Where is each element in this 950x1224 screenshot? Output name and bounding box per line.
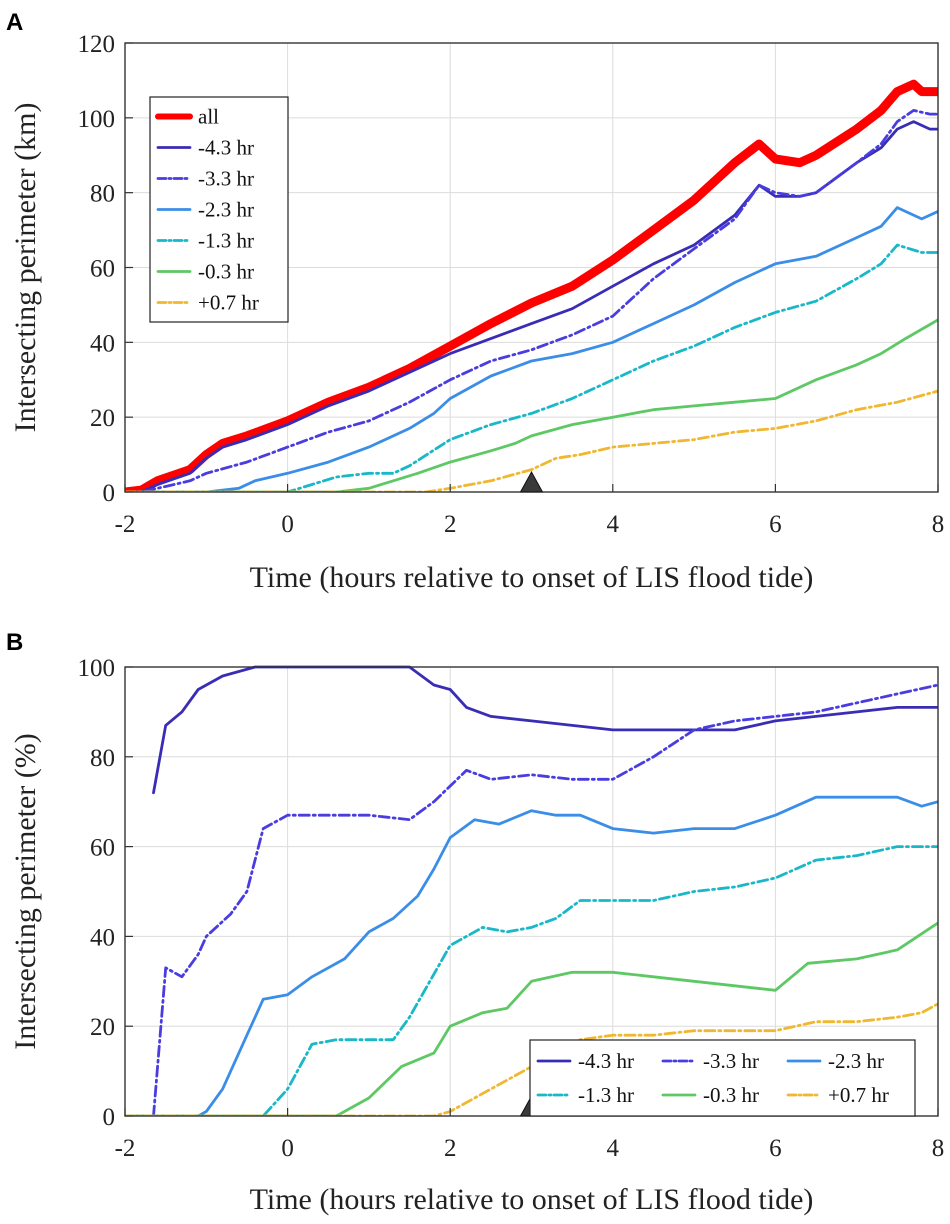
legend-label: -3.3 hr	[703, 1049, 759, 1073]
series-line-13hr	[125, 243, 938, 492]
legend-label: -1.3 hr	[198, 229, 254, 253]
series-line-23hr	[125, 206, 938, 492]
legend-box	[529, 1039, 916, 1117]
x-tick-label: 4	[607, 511, 620, 538]
y-tick-label: 0	[103, 1104, 116, 1131]
y-axis-label: Intersecting perimeter (km)	[9, 103, 42, 433]
x-tick-label: 4	[607, 1135, 620, 1162]
x-tick-label: 6	[769, 1135, 782, 1162]
y-tick-label: 100	[78, 106, 116, 133]
series-line-23hr	[125, 795, 938, 1116]
legend-label: -2.3 hr	[828, 1049, 884, 1073]
series-line-33hr	[152, 683, 938, 1116]
x-tick-label: -2	[115, 511, 136, 538]
panel-letter: B	[6, 629, 23, 656]
x-tick-label: 2	[444, 511, 457, 538]
x-axis-label: Time (hours relative to onset of LIS flo…	[250, 1183, 814, 1216]
y-tick-label: 20	[90, 405, 115, 432]
y-axis-label: Intersecting perimeter (%)	[9, 733, 42, 1050]
x-tick-label: 0	[281, 1135, 294, 1162]
series-line-43hr	[152, 665, 938, 795]
y-tick-label: 40	[90, 924, 115, 951]
series-line-03hr	[125, 318, 938, 492]
y-tick-label: 0	[103, 480, 116, 507]
x-tick-label: -2	[115, 1135, 136, 1162]
series-line-43hr	[125, 120, 938, 492]
legend-label: -4.3 hr	[578, 1049, 634, 1073]
series-line-03hr	[125, 921, 938, 1116]
y-tick-label: 20	[90, 1014, 115, 1041]
series-line-07hr	[125, 389, 938, 492]
legend-label: -0.3 hr	[703, 1083, 759, 1107]
legend-label: -0.3 hr	[198, 260, 254, 284]
series-group	[125, 79, 938, 492]
x-tick-label: 0	[281, 511, 294, 538]
y-tick-label: 60	[90, 835, 115, 862]
legend-label: +0.7 hr	[828, 1083, 889, 1107]
series-line-all	[125, 79, 938, 492]
x-tick-label: 8	[932, 511, 945, 538]
y-tick-label: 40	[90, 330, 115, 357]
legend-label: +0.7 hr	[198, 291, 259, 315]
legend-label: -2.3 hr	[198, 198, 254, 222]
y-tick-label: 120	[78, 31, 116, 58]
y-tick-label: 80	[90, 745, 115, 772]
panel-letter: A	[6, 9, 23, 36]
series-line-13hr	[125, 845, 938, 1116]
x-axis-label: Time (hours relative to onset of LIS flo…	[250, 561, 814, 594]
triangle-marker	[519, 470, 544, 493]
series-line-33hr	[125, 109, 938, 492]
x-tick-label: 2	[444, 1135, 457, 1162]
x-tick-label: 6	[769, 511, 782, 538]
legend-label: -4.3 hr	[198, 136, 254, 160]
legend-label: -3.3 hr	[198, 167, 254, 191]
x-tick-label: 8	[932, 1135, 945, 1162]
series-line-07hr	[125, 1002, 938, 1116]
legend-label: all	[198, 105, 219, 129]
series-group	[125, 665, 938, 1116]
y-tick-label: 60	[90, 256, 115, 283]
y-tick-label: 100	[78, 655, 116, 682]
y-tick-label: 80	[90, 181, 115, 208]
legend-label: -1.3 hr	[578, 1083, 634, 1107]
